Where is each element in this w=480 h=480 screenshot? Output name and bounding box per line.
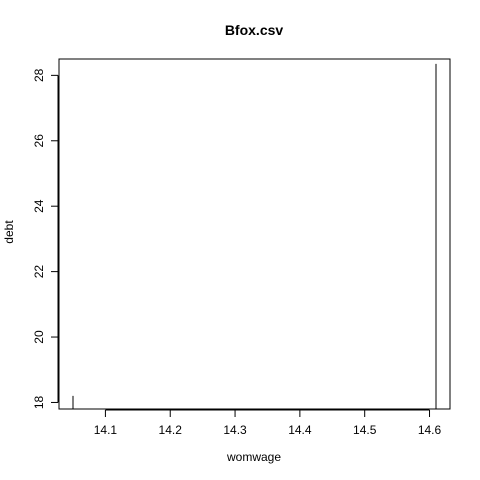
y-tick-label: 22 — [32, 265, 46, 279]
y-tick-label: 18 — [32, 395, 46, 409]
x-tick-label: 14.1 — [94, 423, 118, 437]
chart-title: Bfox.csv — [225, 22, 284, 38]
y-axis: 18 20 22 24 26 28 — [32, 68, 59, 409]
x-tick-label: 14.4 — [288, 423, 312, 437]
y-tick-label: 26 — [32, 134, 46, 148]
y-tick-label: 24 — [32, 199, 46, 213]
x-tick-label: 14.6 — [418, 423, 442, 437]
x-tick-label: 14.5 — [353, 423, 377, 437]
data-lines — [72, 63, 437, 409]
y-axis-label: debt — [2, 220, 16, 244]
plot-area-box — [58, 58, 451, 410]
y-tick-label: 28 — [32, 68, 46, 82]
x-axis-label: womwage — [226, 450, 281, 464]
y-tick-label: 20 — [32, 330, 46, 344]
x-tick-label: 14.2 — [159, 423, 183, 437]
x-tick-label: 14.3 — [223, 423, 247, 437]
x-axis: 14.1 14.2 14.3 14.4 14.5 14.6 — [94, 409, 442, 437]
